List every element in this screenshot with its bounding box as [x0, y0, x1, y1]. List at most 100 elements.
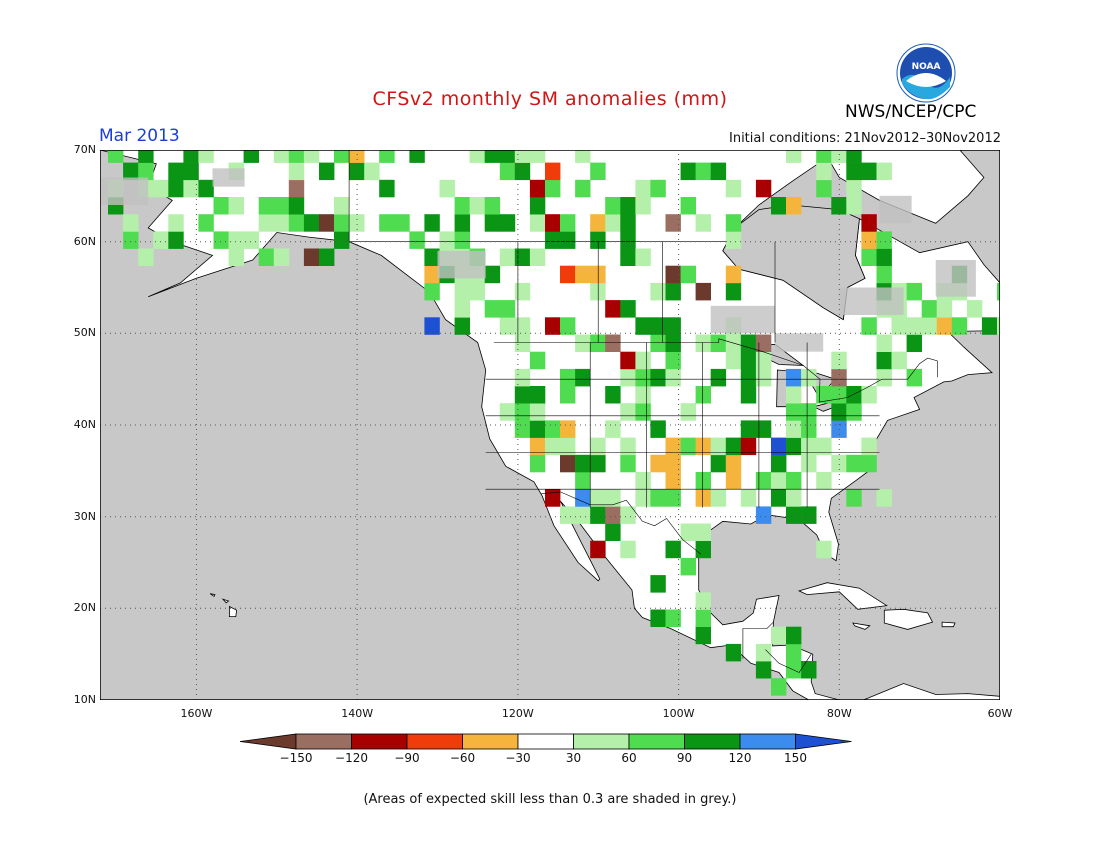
anomaly-cell: [168, 214, 184, 232]
anomaly-cell: [635, 403, 651, 421]
anomaly-cell: [695, 523, 711, 541]
anomaly-cell: [620, 231, 636, 249]
longitude-label: 140W: [341, 707, 374, 720]
anomaly-cell: [846, 386, 862, 404]
anomaly-cell: [258, 214, 275, 232]
anomaly-cell: [409, 231, 425, 249]
anomaly-cell: [680, 265, 696, 284]
anomaly-cell: [529, 214, 546, 232]
anomaly-cell: [499, 300, 516, 318]
anomaly-cell: [816, 437, 832, 456]
anomaly-cell: [469, 150, 485, 163]
anomaly-cell: [710, 437, 727, 456]
anomaly-cell: [755, 351, 772, 370]
anomaly-cell: [635, 317, 651, 335]
anomaly-cell: [665, 454, 681, 473]
latitude-label: 60N: [73, 234, 96, 248]
anomaly-cell: [575, 265, 591, 284]
anomaly-cell: [786, 472, 802, 490]
anomaly-cell: [725, 282, 742, 301]
anomaly-cell: [514, 150, 531, 163]
anomaly-cell: [665, 472, 681, 490]
anomaly-cell: [243, 231, 259, 249]
us-canada-border: [493, 338, 938, 403]
organization-label: NWS/NCEP/CPC: [845, 102, 977, 122]
anomaly-cell: [334, 231, 350, 249]
longitude-label: 120W: [501, 707, 534, 720]
anomaly-cell: [319, 162, 335, 181]
anomaly-cell: [545, 162, 561, 181]
anomaly-cell: [906, 334, 922, 352]
anomaly-cell: [590, 454, 606, 473]
legend-swatch: [295, 733, 352, 750]
anomaly-cell: [123, 162, 139, 181]
anomaly-cell: [725, 454, 742, 473]
longitude-label: 60W: [987, 707, 1013, 720]
anomaly-cell: [650, 282, 666, 301]
anomaly-cell: [469, 282, 485, 301]
anomaly-cell: [725, 179, 742, 198]
anomaly-cell: [620, 540, 636, 559]
anomaly-cell: [816, 179, 832, 198]
anomaly-cell: [695, 489, 711, 507]
legend-label: 120: [728, 751, 752, 765]
anomaly-cell: [771, 678, 787, 696]
anomaly-cell: [108, 150, 124, 163]
anomaly-cell: [725, 265, 742, 284]
anomaly-cell: [303, 248, 320, 266]
anomaly-cell: [499, 150, 516, 163]
anomaly-cell: [740, 420, 757, 438]
noaa-logo-text: NOAA: [912, 62, 941, 72]
anomaly-cell: [755, 420, 772, 438]
anomaly-cell: [454, 231, 470, 249]
anomaly-cell: [288, 162, 305, 181]
latitude-label: 20N: [73, 601, 96, 615]
anomaly-cell: [454, 214, 470, 232]
longitude-label: 100W: [662, 707, 695, 720]
anomaly-cell: [740, 368, 757, 387]
anomaly-cell: [529, 248, 546, 266]
anomaly-cell: [710, 489, 727, 507]
anomaly-cell: [650, 575, 666, 593]
anomaly-cell: [846, 150, 862, 163]
anomaly-cell: [635, 248, 651, 266]
anomaly-cell: [635, 179, 651, 198]
legend-label: −120: [335, 751, 368, 765]
anomaly-cell: [816, 386, 832, 404]
anomaly-cell: [258, 248, 275, 266]
anomaly-cell: [560, 437, 576, 456]
anomaly-cell: [560, 214, 576, 232]
anomaly-cell: [831, 351, 847, 370]
anomaly-cell: [725, 472, 742, 490]
anomaly-cell: [695, 437, 711, 456]
anomaly-cell: [831, 197, 847, 215]
anomaly-cell: [755, 334, 772, 352]
anomaly-cell: [710, 454, 727, 473]
anomaly-cell: [183, 162, 199, 181]
anomaly-cell: [695, 162, 711, 181]
low-skill-patch: [437, 250, 486, 279]
anomaly-cell: [349, 162, 365, 181]
anomaly-cell: [695, 540, 711, 559]
anomaly-cell: [650, 454, 666, 473]
anomaly-cell: [816, 162, 832, 181]
anomaly-cell: [529, 386, 546, 404]
anomaly-cell: [921, 300, 938, 318]
legend-swatch: [351, 733, 408, 750]
anomaly-cell: [499, 162, 516, 181]
central-america-borders: [765, 649, 812, 673]
anomaly-cell: [620, 300, 636, 318]
anomaly-cell: [876, 351, 892, 370]
anomaly-cell: [966, 300, 983, 318]
anomaly-cell: [680, 197, 696, 215]
anomaly-cell: [153, 231, 169, 249]
anomaly-cell: [831, 454, 847, 473]
anomaly-cell: [710, 162, 727, 181]
anomaly-cell: [529, 179, 546, 198]
anomaly-cell: [635, 386, 651, 404]
anomaly-cell: [620, 248, 636, 266]
anomaly-cell: [846, 489, 862, 507]
anomaly-cell: [605, 300, 621, 318]
south-america-coast: [863, 683, 1000, 700]
anomaly-cell: [560, 317, 576, 335]
